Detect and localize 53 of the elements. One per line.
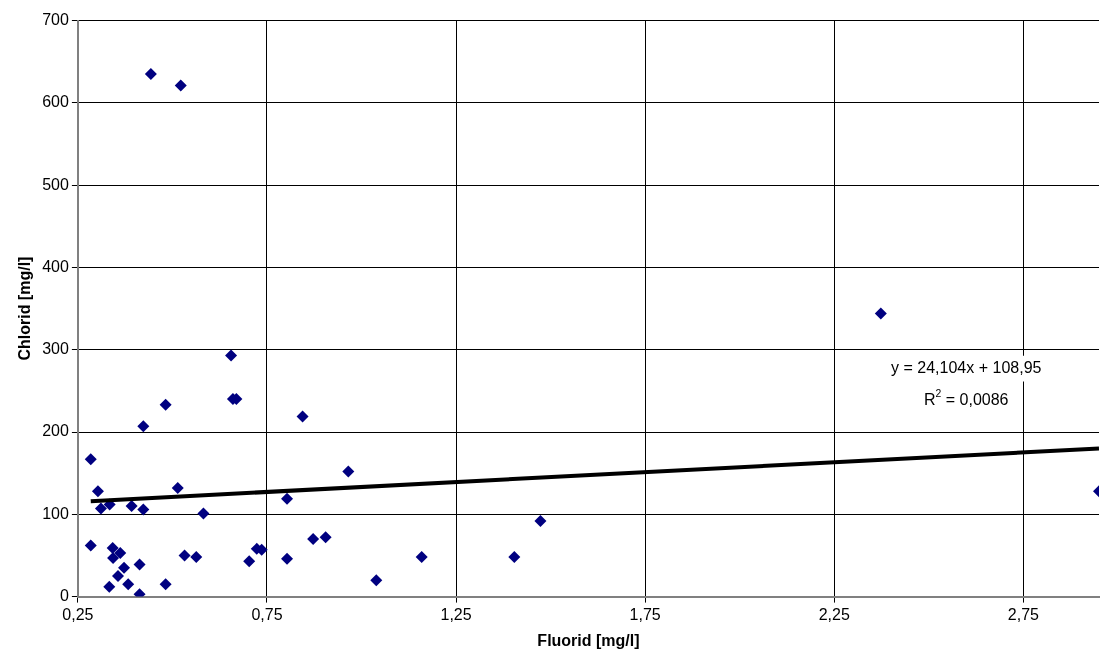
y-tick-label: 200 [42, 422, 69, 440]
point [415, 551, 428, 564]
point [137, 420, 150, 433]
point [91, 485, 104, 498]
point [114, 546, 127, 559]
point [159, 578, 172, 591]
point [174, 79, 187, 92]
x-axis-title: Fluorid [mg/l] [537, 631, 640, 649]
y-tick-label: 600 [42, 93, 69, 111]
x-tick-label: 0,25 [62, 605, 94, 623]
point [370, 574, 383, 587]
point [874, 307, 887, 320]
y-tick-label: 700 [42, 11, 69, 29]
x-tick-label: 2,25 [818, 605, 850, 623]
y-tick-label: 300 [42, 340, 69, 358]
point [137, 503, 150, 516]
point [225, 349, 238, 362]
point [307, 533, 320, 545]
point [107, 551, 120, 564]
point [243, 555, 256, 568]
point [84, 539, 97, 552]
point [159, 398, 172, 411]
y-tick-label: 500 [42, 175, 69, 193]
y-tick-label: 0 [59, 587, 69, 605]
point [319, 531, 332, 544]
point [296, 410, 309, 423]
point [144, 68, 157, 81]
x-tick-label: 1,75 [629, 605, 661, 623]
point [122, 578, 135, 591]
point [106, 542, 119, 555]
point [534, 514, 547, 527]
point [171, 481, 184, 494]
point [133, 558, 146, 571]
point [94, 502, 107, 515]
y-tick-label: 400 [42, 257, 69, 275]
point [125, 500, 138, 513]
point [281, 492, 294, 505]
point [342, 465, 355, 478]
y-tick-label: 100 [42, 504, 69, 522]
point [84, 453, 97, 466]
x-tick-label: 1,25 [440, 605, 472, 623]
annotation: y = 24,104x + 108,95 [891, 359, 1042, 377]
y-axis-title: Chlorid [mg/l] [16, 256, 34, 361]
point [118, 561, 131, 574]
point [103, 580, 116, 593]
point [197, 507, 210, 520]
x-tick-label: 2,75 [1007, 605, 1040, 623]
point [281, 552, 294, 565]
point [111, 570, 124, 583]
x-tick-label: 0,75 [251, 605, 283, 623]
point [190, 551, 203, 564]
point [178, 549, 191, 562]
point [508, 551, 521, 564]
